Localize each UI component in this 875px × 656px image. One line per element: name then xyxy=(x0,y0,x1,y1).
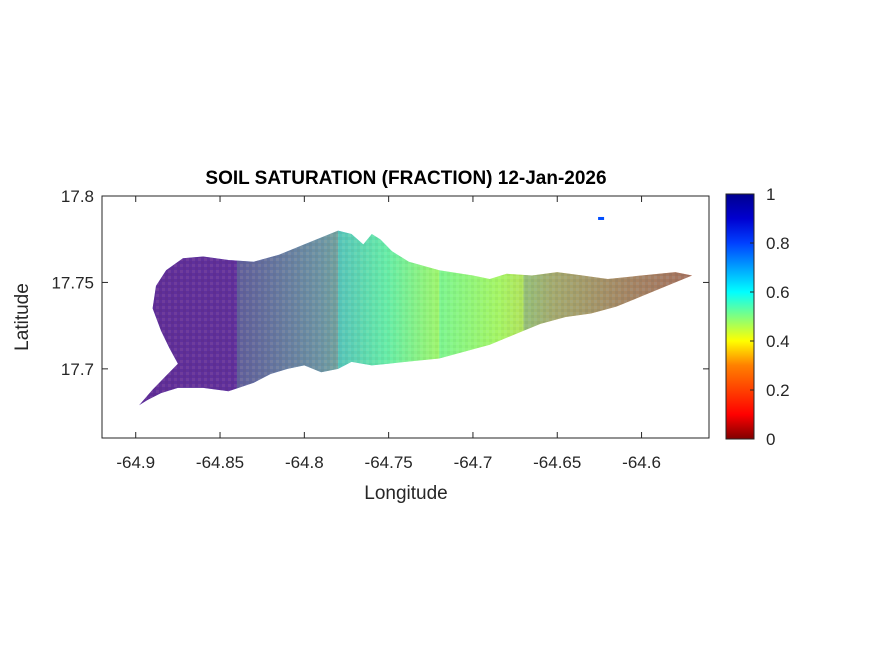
x-tick-label: -64.65 xyxy=(533,453,581,472)
x-tick-label: -64.8 xyxy=(285,453,324,472)
y-tick-label: 17.8 xyxy=(61,187,94,206)
colorbar-tick-label: 0.6 xyxy=(766,283,790,302)
chart-title: SOIL SATURATION (FRACTION) 12-Jan-2026 xyxy=(205,168,606,189)
colorbar-axis: 0 0.2 0.4 0.6 0.8 1 xyxy=(750,185,790,449)
colorbar-tick-label: 0.4 xyxy=(766,332,790,351)
colorbar-tick-label: 0.8 xyxy=(766,234,790,253)
y-axis: 17.7 17.75 17.8 xyxy=(51,187,709,379)
colorbar xyxy=(725,193,755,440)
y-tick-label: 17.7 xyxy=(61,360,94,379)
y-axis-label: Latitude xyxy=(12,283,33,351)
offshore-cell xyxy=(598,216,605,220)
x-tick-label: -64.75 xyxy=(365,453,413,472)
y-tick-label: 17.75 xyxy=(51,273,94,292)
x-tick-label: -64.7 xyxy=(454,453,493,472)
colorbar-tick-label: 0 xyxy=(766,430,775,449)
x-tick-label: -64.85 xyxy=(196,453,244,472)
island-texture xyxy=(139,230,693,406)
x-axis: -64.9 -64.85 -64.8 -64.75 -64.7 -64.65 -64.6 xyxy=(116,196,661,472)
x-axis-label: Longitude xyxy=(364,483,447,504)
x-tick-label: -64.9 xyxy=(116,453,155,472)
colorbar-tick-label: 0.2 xyxy=(766,381,790,400)
x-tick-label: -64.6 xyxy=(622,453,661,472)
colorbar-tick-label: 1 xyxy=(766,185,775,204)
